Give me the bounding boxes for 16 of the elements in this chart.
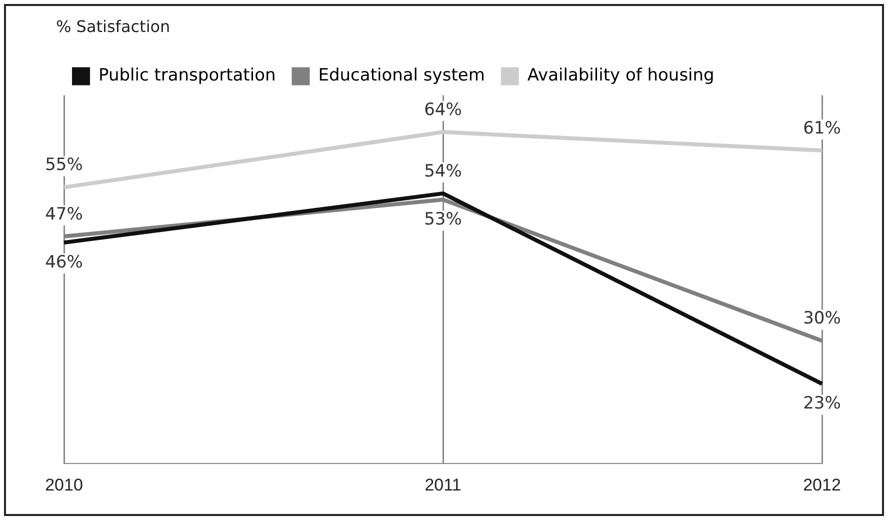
x-tick-label: 2012 bbox=[803, 475, 841, 494]
data-label: 23% bbox=[803, 394, 841, 414]
data-label: 30% bbox=[803, 308, 841, 329]
data-label: 46% bbox=[45, 252, 83, 272]
x-tick-label: 2011 bbox=[424, 475, 462, 494]
data-label: 55% bbox=[45, 155, 83, 176]
data-label: 64% bbox=[424, 100, 462, 120]
data-label: 54% bbox=[424, 161, 462, 182]
legend-label: Public transportation bbox=[98, 66, 276, 86]
chart-title: % Satisfaction bbox=[56, 16, 170, 36]
data-label: 47% bbox=[45, 204, 83, 224]
data-label: 61% bbox=[803, 118, 841, 138]
legend-label: Availability of housing bbox=[527, 66, 714, 86]
legend-label: Educational system bbox=[318, 66, 485, 86]
data-label: 53% bbox=[424, 210, 462, 230]
x-tick-label: 2010 bbox=[45, 475, 83, 494]
